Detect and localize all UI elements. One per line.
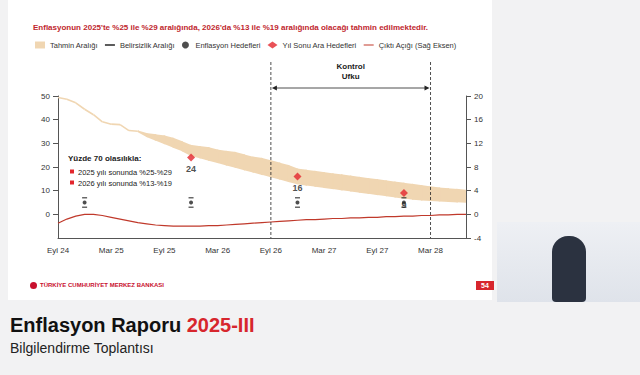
svg-text:Mar 25: Mar 25 <box>99 246 124 255</box>
html-text:TÜRKİYE CUMHURİYET MERKEZ BANK: TÜRKİYE CUMHURİYET MERKEZ BANKASI <box>40 282 164 289</box>
svg-text:10: 10 <box>41 186 50 195</box>
svg-text:Mar 26: Mar 26 <box>205 246 230 255</box>
svg-text:Belirsizlik Aralığı: Belirsizlik Aralığı <box>120 41 175 50</box>
svg-text:Kontrol: Kontrol <box>336 62 364 71</box>
svg-text:30: 30 <box>41 139 50 148</box>
svg-text:0: 0 <box>46 210 51 219</box>
svg-text:Eyl 26: Eyl 26 <box>260 246 283 255</box>
svg-text:Mar 27: Mar 27 <box>312 246 337 255</box>
svg-text:20: 20 <box>474 92 483 101</box>
svg-text:Enflasyonun 2025'te %25 ile %2: Enflasyonun 2025'te %25 ile %29 aralığın… <box>33 23 428 32</box>
svg-text:Yüzde 70 olasılıkla:: Yüzde 70 olasılıkla: <box>68 154 141 163</box>
svg-text:Enflasyon Hedefleri: Enflasyon Hedefleri <box>195 41 260 50</box>
svg-text:16: 16 <box>292 183 302 193</box>
svg-text:Eyl 25: Eyl 25 <box>153 246 176 255</box>
svg-text:2025 yılı sonunda %25-%29: 2025 yılı sonunda %25-%29 <box>78 168 172 177</box>
svg-text:40: 40 <box>41 115 50 124</box>
svg-text:Yıl Sonu Ara Hedefleri: Yıl Sonu Ara Hedefleri <box>282 41 356 50</box>
html-text:Bilgilendirme Toplantısı: Bilgilendirme Toplantısı <box>10 340 154 356</box>
svg-text:Mar 28: Mar 28 <box>418 246 443 255</box>
svg-text:-4: -4 <box>474 234 482 243</box>
svg-text:9: 9 <box>401 200 406 210</box>
svg-text:24: 24 <box>186 164 196 174</box>
svg-text:Çıktı Açığı (Sağ Eksen): Çıktı Açığı (Sağ Eksen) <box>379 41 457 50</box>
svg-text:20: 20 <box>41 163 50 172</box>
svg-text:Eyl 27: Eyl 27 <box>366 246 389 255</box>
svg-text:50: 50 <box>41 92 50 101</box>
svg-text:2026 yılı sonunda %13-%19: 2026 yılı sonunda %13-%19 <box>78 179 172 188</box>
html-text:54: 54 <box>481 282 489 289</box>
svg-text:8: 8 <box>474 163 479 172</box>
svg-text:Eyl 24: Eyl 24 <box>47 246 70 255</box>
html-text:Enflasyon Raporu 2025-III: Enflasyon Raporu 2025-III <box>10 314 255 336</box>
svg-text:16: 16 <box>474 115 483 124</box>
svg-text:4: 4 <box>474 186 479 195</box>
svg-text:Ufku: Ufku <box>342 72 360 81</box>
svg-text:Tahmin Aralığı: Tahmin Aralığı <box>50 41 98 50</box>
svg-text:12: 12 <box>474 139 483 148</box>
svg-text:0: 0 <box>474 210 479 219</box>
